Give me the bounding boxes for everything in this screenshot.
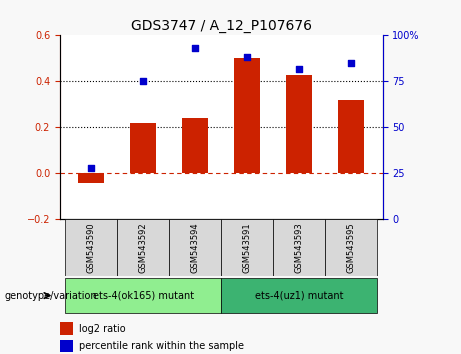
Bar bbox=[130, 123, 156, 173]
FancyBboxPatch shape bbox=[221, 278, 378, 313]
Text: GSM543592: GSM543592 bbox=[139, 222, 148, 273]
FancyBboxPatch shape bbox=[273, 219, 325, 276]
FancyBboxPatch shape bbox=[65, 219, 117, 276]
FancyBboxPatch shape bbox=[325, 219, 378, 276]
Text: GSM543590: GSM543590 bbox=[87, 222, 96, 273]
Bar bbox=[182, 118, 208, 173]
FancyBboxPatch shape bbox=[117, 219, 169, 276]
Text: GSM543594: GSM543594 bbox=[191, 222, 200, 273]
Text: genotype/variation: genotype/variation bbox=[5, 291, 97, 301]
Text: GSM543591: GSM543591 bbox=[243, 222, 252, 273]
Point bbox=[243, 55, 251, 60]
Point bbox=[348, 60, 355, 66]
Title: GDS3747 / A_12_P107676: GDS3747 / A_12_P107676 bbox=[131, 19, 312, 33]
Point bbox=[192, 45, 199, 51]
FancyBboxPatch shape bbox=[221, 219, 273, 276]
Text: GSM543593: GSM543593 bbox=[295, 222, 304, 273]
Text: GSM543595: GSM543595 bbox=[347, 222, 356, 273]
Text: log2 ratio: log2 ratio bbox=[79, 324, 126, 333]
Point bbox=[140, 79, 147, 84]
Bar bbox=[338, 100, 364, 173]
Point bbox=[296, 66, 303, 72]
Bar bbox=[60, 340, 73, 352]
Bar bbox=[60, 322, 73, 335]
Text: ets-4(ok165) mutant: ets-4(ok165) mutant bbox=[93, 291, 194, 301]
FancyBboxPatch shape bbox=[65, 278, 221, 313]
Text: percentile rank within the sample: percentile rank within the sample bbox=[79, 341, 244, 351]
Bar bbox=[234, 58, 260, 173]
Bar bbox=[78, 173, 104, 183]
Text: ets-4(uz1) mutant: ets-4(uz1) mutant bbox=[255, 291, 343, 301]
Point bbox=[88, 165, 95, 171]
FancyBboxPatch shape bbox=[169, 219, 221, 276]
Bar bbox=[286, 74, 313, 173]
